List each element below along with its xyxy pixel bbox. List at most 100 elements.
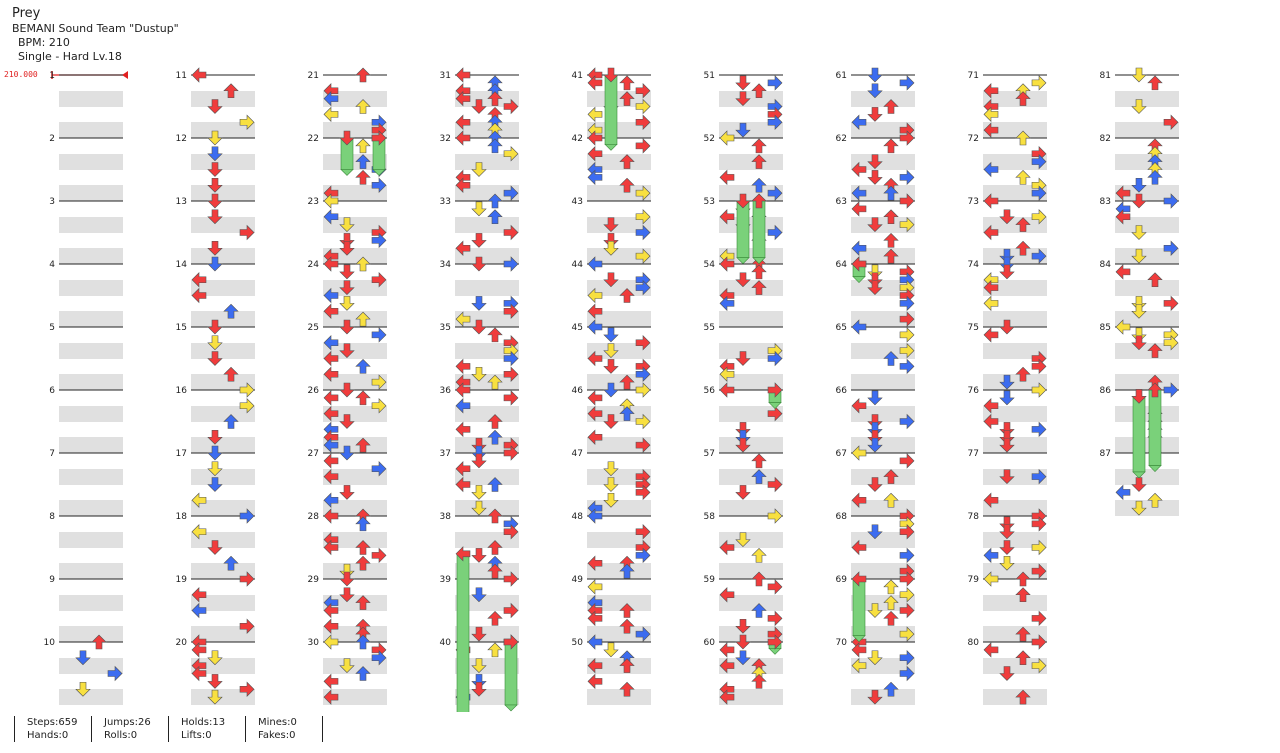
note-arrow <box>207 351 223 366</box>
note-arrow <box>619 288 635 303</box>
note-arrow <box>1131 388 1147 404</box>
note-arrow <box>239 382 255 398</box>
note-arrow <box>191 665 207 682</box>
measure-number: 81 <box>1100 71 1111 81</box>
note-arrow <box>487 414 503 429</box>
measure-number: 18 <box>176 512 188 522</box>
note-arrow <box>1015 366 1031 382</box>
note-arrow <box>999 555 1015 571</box>
note-arrow <box>899 358 915 375</box>
note-arrow <box>603 492 619 508</box>
note-arrow <box>207 146 223 162</box>
note-arrow <box>323 106 339 123</box>
beat-stripe <box>59 532 123 548</box>
note-arrow <box>1131 296 1147 311</box>
note-arrow <box>899 571 915 587</box>
note-arrow <box>867 477 883 492</box>
note-arrow <box>999 429 1015 445</box>
note-arrow <box>1015 130 1031 146</box>
note-arrow <box>239 398 255 414</box>
note-arrow <box>1131 177 1147 193</box>
note-arrow <box>767 382 783 398</box>
note-arrow <box>587 673 603 690</box>
beat-stripe <box>191 595 255 611</box>
note-arrow <box>1147 492 1163 508</box>
beat-stripe <box>587 280 651 296</box>
note-arrow <box>355 666 371 681</box>
measure-number: 82 <box>1100 134 1111 144</box>
beat-stripe <box>587 217 651 233</box>
beat-stripe <box>191 532 255 548</box>
beat-stripe <box>851 689 915 705</box>
measure-number: 32 <box>440 134 451 144</box>
note-arrow <box>635 382 651 398</box>
note-arrow <box>767 508 783 524</box>
note-arrow <box>1015 169 1031 185</box>
beat-stripe <box>851 500 915 516</box>
note-arrow <box>719 295 735 312</box>
note-arrow <box>899 524 915 540</box>
note-arrow <box>239 571 255 587</box>
note-arrow <box>339 233 355 248</box>
note-arrow <box>851 398 867 414</box>
note-arrow <box>107 665 123 682</box>
measure-number: 17 <box>176 449 187 459</box>
note-arrow <box>371 461 387 477</box>
note-arrow <box>455 421 471 438</box>
stat-holds: Holds:13 <box>181 717 226 728</box>
measure-number: 38 <box>440 512 452 522</box>
measure-number: 29 <box>308 575 320 585</box>
note-arrow <box>207 674 223 689</box>
measure-number: 75 <box>968 323 979 333</box>
note-arrow <box>471 99 487 114</box>
beat-stripe <box>455 343 519 359</box>
beat-stripe <box>1115 280 1179 296</box>
note-arrow <box>603 240 619 256</box>
note-arrow <box>471 500 487 516</box>
note-arrow <box>983 83 999 99</box>
measure-number: 73 <box>968 197 979 207</box>
measure-number: 19 <box>176 575 188 585</box>
note-arrow <box>983 224 999 241</box>
note-arrow <box>1115 209 1131 225</box>
beat-stripe <box>323 154 387 170</box>
beat-stripe <box>455 406 519 422</box>
beat-stripe <box>1115 217 1179 233</box>
measure-number: 39 <box>440 575 452 585</box>
measure-number: 26 <box>308 386 320 396</box>
note-arrow <box>735 650 751 666</box>
note-arrow <box>1015 626 1031 642</box>
note-arrow <box>719 539 735 556</box>
note-arrow <box>983 106 999 123</box>
beat-stripe <box>851 406 915 422</box>
note-arrow <box>867 689 883 705</box>
note-arrow <box>883 138 899 154</box>
beat-stripe <box>59 122 123 138</box>
measure-number: 66 <box>836 386 848 396</box>
note-arrow <box>735 422 751 437</box>
note-arrow <box>1115 319 1131 335</box>
note-arrow <box>339 217 355 233</box>
beat-stripe <box>59 91 123 107</box>
measure-number: 67 <box>836 449 847 459</box>
note-arrow <box>503 524 519 540</box>
beat-stripe <box>59 689 123 705</box>
note-arrow <box>719 256 735 272</box>
note-arrow <box>603 327 619 343</box>
note-arrow <box>355 311 371 327</box>
note-arrow <box>339 240 355 256</box>
note-arrow <box>323 350 339 367</box>
note-arrow <box>619 154 635 169</box>
note-arrow <box>851 642 867 658</box>
hold-body <box>852 578 866 637</box>
beat-stripe <box>719 280 783 296</box>
note-arrow <box>619 618 635 634</box>
note-arrow <box>587 405 603 422</box>
note-arrow <box>735 634 751 650</box>
note-arrow <box>471 445 487 461</box>
note-arrow <box>751 673 767 689</box>
note-arrow <box>899 650 915 666</box>
beat-stripe <box>719 91 783 107</box>
note-arrow <box>767 114 783 130</box>
note-arrow <box>355 390 371 406</box>
